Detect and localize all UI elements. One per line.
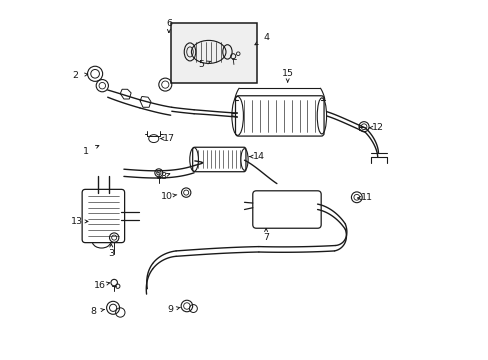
Text: 5: 5 <box>198 60 204 69</box>
FancyBboxPatch shape <box>170 23 257 83</box>
Text: 14: 14 <box>252 152 264 161</box>
Text: 15: 15 <box>281 69 293 78</box>
FancyBboxPatch shape <box>252 191 321 228</box>
Text: 6: 6 <box>165 19 172 28</box>
Text: 10: 10 <box>161 192 173 201</box>
Text: 11: 11 <box>360 194 372 202</box>
Text: 18: 18 <box>155 172 167 181</box>
FancyBboxPatch shape <box>192 147 245 172</box>
FancyBboxPatch shape <box>235 96 324 136</box>
Text: 8: 8 <box>90 307 96 316</box>
Text: 2: 2 <box>72 71 78 80</box>
Text: 12: 12 <box>371 123 383 132</box>
Text: 16: 16 <box>94 281 105 289</box>
Text: 7: 7 <box>263 233 268 242</box>
Text: 17: 17 <box>163 134 175 143</box>
Text: 9: 9 <box>167 305 173 314</box>
Text: 1: 1 <box>83 147 89 156</box>
Text: 4: 4 <box>263 33 268 42</box>
Text: 3: 3 <box>108 249 114 258</box>
FancyBboxPatch shape <box>82 189 124 243</box>
Text: 13: 13 <box>71 217 83 226</box>
